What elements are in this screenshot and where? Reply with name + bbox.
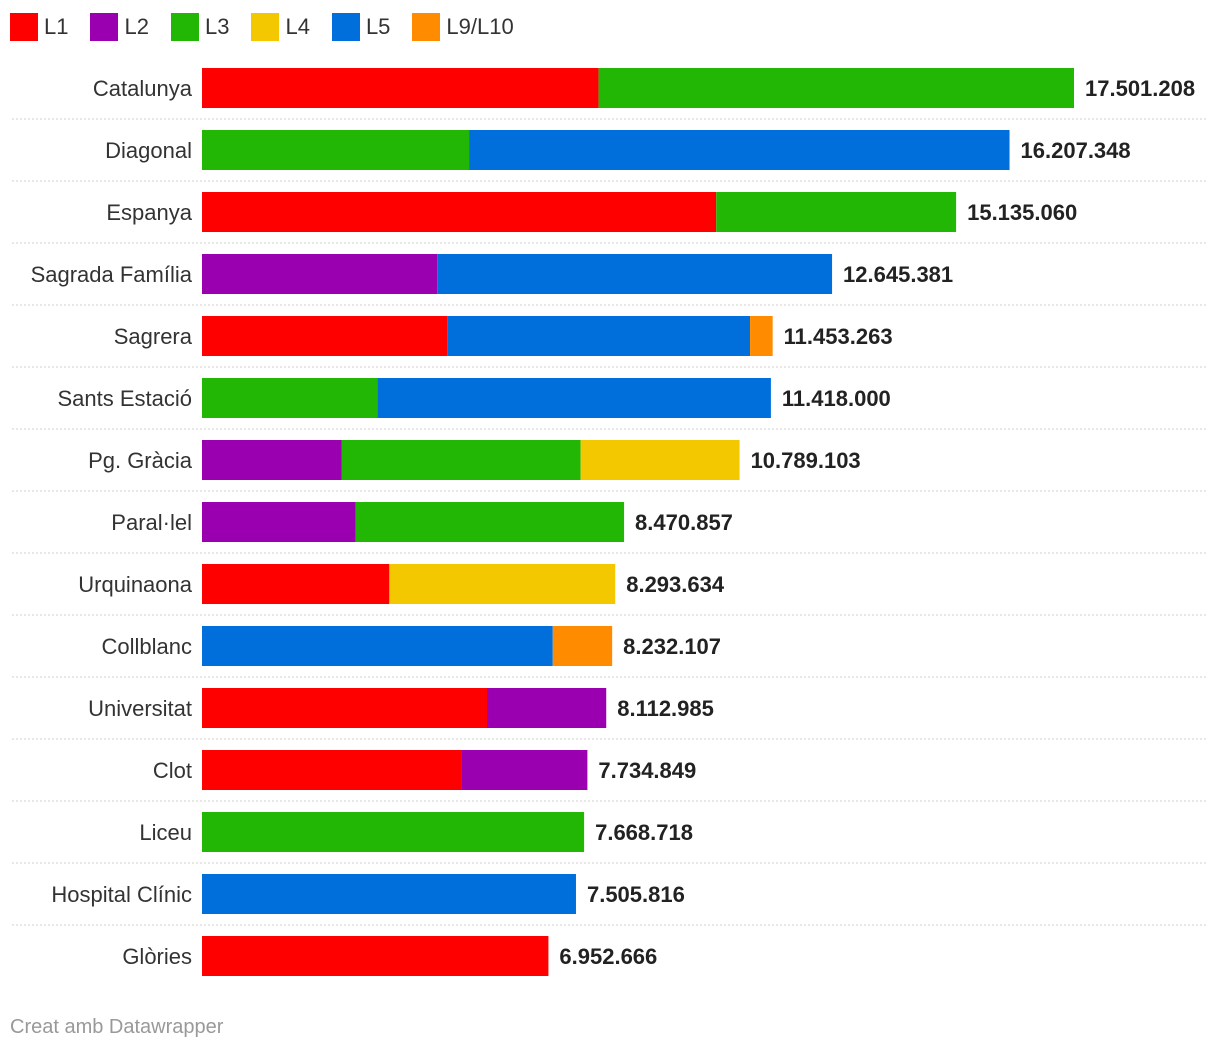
bar-row: Urquinaona 8.293.634 bbox=[12, 564, 1208, 616]
category-label: Sants Estació bbox=[57, 386, 192, 411]
bar-segment-l1[interactable] bbox=[202, 192, 717, 232]
bar-segment-l9-l10[interactable] bbox=[552, 626, 613, 666]
legend-label: L5 bbox=[365, 14, 391, 39]
bar-segment-l1[interactable] bbox=[202, 564, 390, 604]
bar-segment-l1[interactable] bbox=[202, 68, 599, 108]
legend-item-l5: L5 bbox=[331, 13, 391, 41]
bar-row: Catalunya 17.501.208 bbox=[12, 68, 1208, 120]
category-label: Sagrada Família bbox=[31, 262, 193, 287]
bar-row: Clot 7.734.849 bbox=[12, 750, 1208, 802]
total-value-label: 7.734.849 bbox=[598, 758, 696, 783]
legend-swatch bbox=[170, 13, 199, 41]
legend-swatch bbox=[412, 13, 441, 41]
category-label: Sagrera bbox=[114, 324, 193, 349]
bar-segment-l1[interactable] bbox=[202, 688, 487, 728]
legend-item-l3: L3 bbox=[170, 13, 230, 41]
total-value-label: 12.645.381 bbox=[843, 262, 953, 287]
bar-segment-l3[interactable] bbox=[716, 192, 957, 232]
bar-row: Hospital Clínic 7.505.816 bbox=[12, 874, 1208, 926]
bar-segment-l5[interactable] bbox=[202, 874, 576, 914]
bar-segment-l5[interactable] bbox=[377, 378, 771, 418]
category-label: Glòries bbox=[122, 944, 192, 969]
bar-segment-l3[interactable] bbox=[598, 68, 1074, 108]
category-label: Universitat bbox=[88, 696, 192, 721]
bar-row: Universitat 8.112.985 bbox=[12, 688, 1208, 740]
chart-legend: L1 L2 L3 L4 L5 L9/L10 bbox=[10, 12, 536, 42]
total-value-label: 7.505.816 bbox=[587, 882, 685, 907]
category-label: Pg. Gràcia bbox=[88, 448, 193, 473]
bar-row: Sagrera 11.453.263 bbox=[12, 316, 1208, 368]
bar-segment-l3[interactable] bbox=[202, 378, 378, 418]
category-label: Urquinaona bbox=[78, 572, 193, 597]
legend-swatch bbox=[251, 13, 280, 41]
bar-segment-l5[interactable] bbox=[437, 254, 833, 294]
category-label: Diagonal bbox=[105, 138, 192, 163]
total-value-label: 8.112.985 bbox=[617, 696, 714, 721]
bar-segment-l5[interactable] bbox=[202, 626, 553, 666]
bar-segment-l2[interactable] bbox=[486, 688, 607, 728]
total-value-label: 7.668.718 bbox=[595, 820, 693, 845]
total-value-label: 17.501.208 bbox=[1085, 76, 1195, 101]
bar-row: Collblanc 8.232.107 bbox=[12, 626, 1208, 678]
legend-item-l1: L1 bbox=[10, 13, 68, 41]
category-label: Catalunya bbox=[93, 76, 193, 101]
bar-row: Paral·lel 8.470.857 bbox=[12, 502, 1208, 554]
bar-segment-l5[interactable] bbox=[469, 130, 1010, 170]
bar-segment-l4[interactable] bbox=[389, 564, 616, 604]
legend-label: L1 bbox=[44, 14, 69, 39]
category-label: Clot bbox=[153, 758, 192, 783]
legend-label: L4 bbox=[285, 14, 310, 39]
legend-item-l2: L2 bbox=[90, 13, 149, 41]
legend-swatch bbox=[331, 13, 360, 41]
legend-label: L3 bbox=[204, 14, 230, 39]
bar-row: Liceu 7.668.718 bbox=[12, 812, 1208, 864]
bar-segment-l3[interactable] bbox=[202, 812, 585, 852]
bar-segment-l3[interactable] bbox=[202, 130, 470, 170]
category-label: Hospital Clínic bbox=[51, 882, 192, 907]
bar-segment-l2[interactable] bbox=[461, 750, 588, 790]
bar-segment-l4[interactable] bbox=[580, 440, 740, 480]
category-label: Paral·lel bbox=[111, 510, 192, 535]
bar-row: Sagrada Família 12.645.381 bbox=[12, 254, 1208, 306]
legend-swatch bbox=[10, 13, 38, 41]
total-value-label: 10.789.103 bbox=[751, 448, 861, 473]
bar-row: Diagonal 16.207.348 bbox=[12, 130, 1208, 182]
bar-segment-l1[interactable] bbox=[202, 750, 462, 790]
bar-segment-l2[interactable] bbox=[202, 254, 438, 294]
footer-credit[interactable]: Creat amb Datawrapper bbox=[10, 1016, 224, 1038]
bar-row: Glòries 6.952.666 bbox=[122, 936, 657, 976]
bar-row: Pg. Gràcia 10.789.103 bbox=[12, 440, 1208, 492]
bar-row: Espanya 15.135.060 bbox=[12, 192, 1208, 244]
total-value-label: 8.470.857 bbox=[635, 510, 733, 535]
total-value-label: 16.207.348 bbox=[1021, 138, 1131, 163]
legend-swatch bbox=[90, 13, 119, 41]
bar-segment-l1[interactable] bbox=[202, 316, 448, 356]
bar-segment-l1[interactable] bbox=[202, 936, 549, 976]
bar-segment-l5[interactable] bbox=[447, 316, 751, 356]
category-label: Espanya bbox=[106, 200, 192, 225]
bar-segment-l9-l10[interactable] bbox=[750, 316, 773, 356]
bar-segment-l2[interactable] bbox=[202, 440, 342, 480]
legend-item-l4: L4 bbox=[251, 13, 310, 41]
total-value-label: 8.232.107 bbox=[623, 634, 721, 659]
bar-segment-l3[interactable] bbox=[341, 440, 581, 480]
total-value-label: 6.952.666 bbox=[559, 944, 657, 969]
bar-segment-l2[interactable] bbox=[202, 502, 356, 542]
total-value-label: 8.293.634 bbox=[626, 572, 725, 597]
stacked-bar-chart: Catalunya 17.501.208 Diagonal 16.207.348 Esp… bbox=[12, 68, 1208, 976]
legend-item-l9-l10: L9/L10 bbox=[412, 13, 514, 41]
total-value-label: 11.453.263 bbox=[784, 324, 893, 349]
bar-segment-l3[interactable] bbox=[355, 502, 625, 542]
legend-label: L2 bbox=[124, 14, 149, 39]
category-label: Liceu bbox=[139, 820, 192, 845]
bar-row: Sants Estació 11.418.000 bbox=[12, 378, 1208, 430]
legend-label: L9/L10 bbox=[446, 14, 514, 39]
category-label: Collblanc bbox=[102, 634, 193, 659]
total-value-label: 11.418.000 bbox=[782, 386, 891, 411]
total-value-label: 15.135.060 bbox=[967, 200, 1077, 225]
